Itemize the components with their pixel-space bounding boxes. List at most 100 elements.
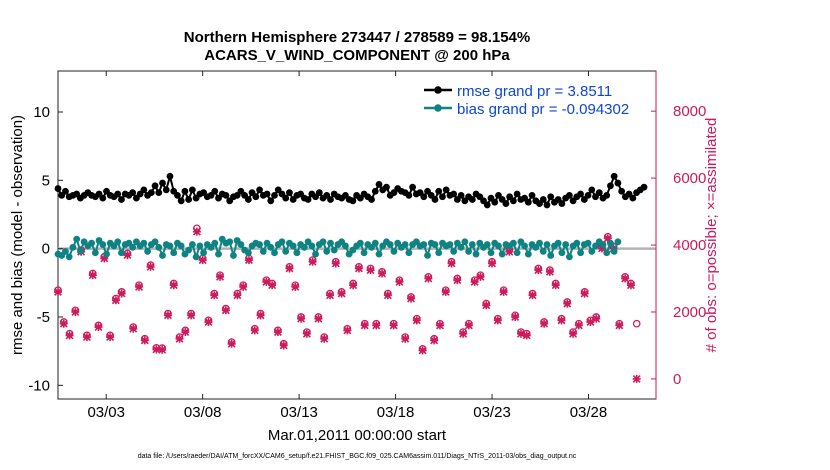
bias-point [588,248,596,255]
obs_assimilated-marker [111,296,120,305]
bias-point [405,249,413,257]
rmse-point [155,189,163,197]
obs_assimilated-marker [181,328,190,337]
bias-point [599,241,607,248]
bias-point [539,248,547,255]
x-axis-ticks: 03/03 03/08 03/13 03/18 03/23 03/28 [87,71,607,421]
rmse-point [614,179,622,187]
rmse-point [375,181,383,188]
rmse-point [315,189,323,197]
x-tick-label: 03/03 [87,404,125,421]
rmse-point [383,183,390,191]
bias-point [244,249,252,257]
bias-point [457,243,465,251]
rmse-point [584,191,592,199]
x-tick-label: 03/08 [184,404,222,421]
right-y-axis-ticks: 0 2000 4000 6000 8000 [651,103,706,388]
obs_assimilated-marker [407,294,416,303]
bias-point [390,248,398,255]
obs_assimilated-marker [297,314,306,323]
obs_assimilated-marker [233,291,242,300]
rmse-point [450,190,458,198]
rmse-point [595,189,603,197]
obs_assimilated-marker [216,272,225,281]
obs_assimilated-marker [279,341,288,350]
bias-point [420,241,428,248]
obs_assimilated-marker [401,334,410,343]
rmse-point [54,185,62,192]
x-tick-label: 03/28 [570,404,608,421]
obs_assimilated-marker [511,313,520,321]
rmse-point [439,193,446,201]
rmse-point [185,196,193,203]
obs_assimilated-marker [65,331,74,340]
bias-point [76,248,84,255]
obs_assimilated-marker [325,291,334,300]
x-tick-label: 03/18 [377,404,415,421]
bias-point [118,249,125,257]
rmse-point [368,196,375,203]
bias-point [573,239,581,247]
bias-point [607,239,614,247]
bias-point [375,250,383,258]
obs_assimilated-marker [464,321,473,330]
obs_assimilated-marker [395,277,404,286]
obs_assimilated-marker [331,259,340,268]
right-y-tick-label: 4000 [673,237,706,254]
obs_assimilated-marker [187,311,196,320]
bias-point [144,248,151,255]
legend: rmse grand pr = 3.8511 bias grand pr = -… [424,83,629,118]
bias-point [300,243,308,251]
bias-point [610,248,618,255]
rmse-point [610,172,618,180]
obs_assimilated-marker [221,306,230,315]
obs_assimilated-marker [516,329,525,338]
obs_assimilated-marker [227,339,236,348]
obs_assimilated-marker [459,329,468,338]
obs_assimilated-marker [135,282,144,291]
rmse-point [349,197,357,205]
bias-point [256,241,263,248]
right-y-tick-label: 0 [673,371,681,388]
bias-point [554,239,562,247]
rmse-point [140,186,148,194]
obs_assimilated-marker [250,326,259,335]
bias-point [562,241,570,248]
bias-point [360,249,368,257]
obs_assimilated-marker [140,336,149,345]
obs_assimilated-marker [210,291,219,300]
bias-point [177,242,185,250]
bias-point [614,238,622,246]
obs_assimilated-marker [430,336,439,345]
obs_assimilated-marker [256,311,265,320]
x-tick-label: 03/13 [280,404,318,421]
bias-point [129,243,137,251]
obs_assimilated-marker [302,329,311,338]
obs_assimilated-marker [557,316,566,325]
obs_assimilated-marker [273,328,282,337]
bias-point [371,239,379,247]
legend-bias-label: bias grand pr = -0.094302 [457,101,629,118]
bias-point [282,248,290,255]
bias-point [558,249,566,257]
obs_assimilated-marker [123,251,132,260]
rmse-point [304,196,312,203]
bias-point [577,249,584,257]
bias-point [73,235,81,243]
data-file-footnote: data file: /Users/raeder/DAI/ATM_forcXX/… [138,453,577,460]
bias-point [196,242,204,250]
bias-point [465,248,472,255]
obs_assimilated-marker [447,259,456,268]
bias-point [69,243,77,251]
obs_assimilated-marker [198,256,207,265]
bias-point [200,249,207,257]
rmse-point [99,194,107,202]
bias-point [327,239,334,247]
obs_assimilated-marker [320,334,329,343]
obs_assimilated-marker [360,321,369,330]
obs_assimilated-marker [412,316,421,325]
legend-rmse-label: rmse grand pr = 3.8511 [457,83,612,100]
obs_assimilated-marker [424,274,433,283]
bias-point [319,238,327,246]
